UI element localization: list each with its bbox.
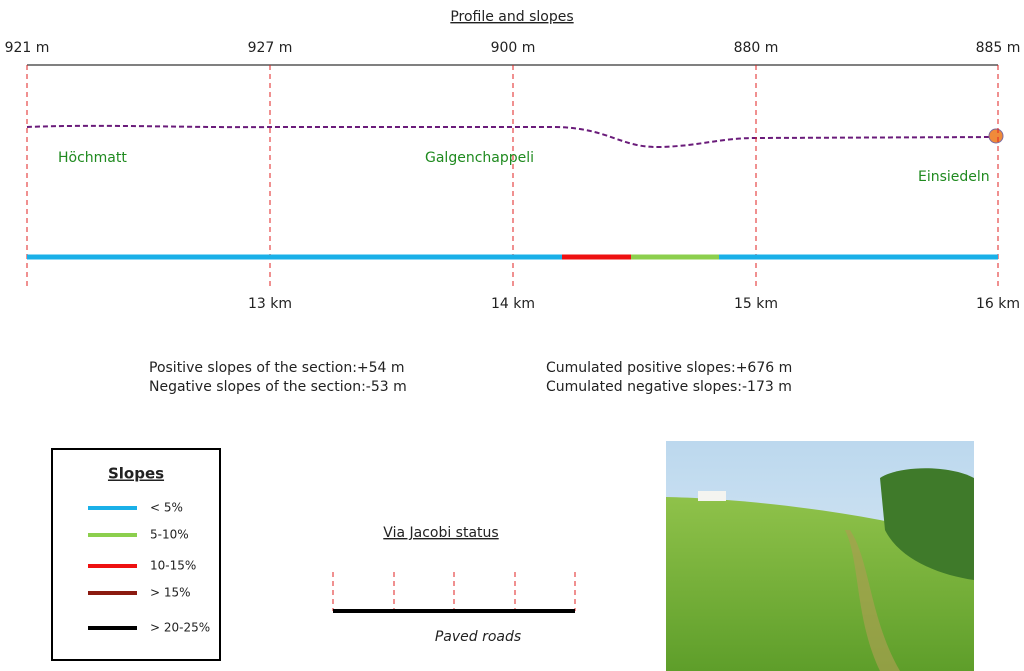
legend-label: < 5%	[150, 501, 183, 515]
legend-title: Slopes	[108, 465, 164, 483]
legend-label: 5-10%	[150, 528, 189, 542]
elevation-label: 921 m	[5, 40, 50, 56]
legend: Slopes < 5% 5-10% 10-15% > 15% > 20-25%	[51, 448, 221, 661]
stat: Cumulated negative slopes:-173 m	[546, 379, 792, 395]
elevation-label: 880 m	[734, 40, 779, 56]
photo-trees	[880, 468, 974, 580]
profile: Höchmatt Galgenchappeli Einsiedeln 921 m…	[5, 40, 1021, 312]
place-label: Einsiedeln	[918, 169, 990, 185]
elevation-label: 927 m	[248, 40, 293, 56]
stat: Cumulated positive slopes:+676 m	[546, 360, 792, 376]
stats: Positive slopes of the section:+54 m Neg…	[149, 360, 792, 395]
distance-label: 14 km	[491, 296, 535, 312]
elevation-label: 885 m	[976, 40, 1021, 56]
status-title: Via Jacobi status	[383, 525, 498, 541]
photo-path	[845, 530, 900, 671]
stat: Negative slopes of the section:-53 m	[149, 379, 407, 395]
legend-label: > 20-25%	[150, 621, 210, 635]
legend-label: 10-15%	[150, 559, 196, 573]
place-label: Höchmatt	[58, 150, 127, 166]
legend-box	[51, 448, 221, 661]
end-point	[988, 128, 1004, 144]
photo	[666, 441, 974, 671]
distance-label: 16 km	[976, 296, 1020, 312]
elevation-label: 900 m	[491, 40, 536, 56]
status: Via Jacobi status Paved roads	[332, 525, 576, 645]
legend-label: > 15%	[150, 586, 191, 600]
photo-house	[698, 491, 726, 501]
distance-label: 15 km	[734, 296, 778, 312]
elevation-profile	[26, 124, 999, 149]
distance-label: 13 km	[248, 296, 292, 312]
place-label: Galgenchappeli	[425, 150, 534, 166]
stat: Positive slopes of the section:+54 m	[149, 360, 405, 376]
title: Profile and slopes	[450, 9, 573, 25]
status-label: Paved roads	[435, 629, 521, 645]
